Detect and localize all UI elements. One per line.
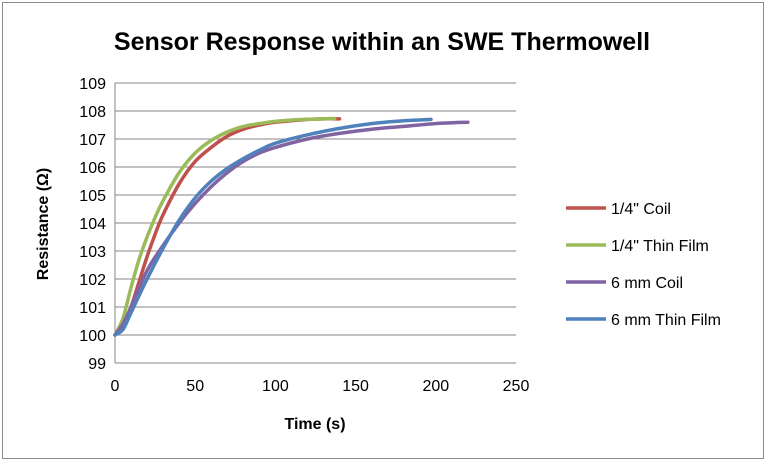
x-axis-title: Time (s) (284, 416, 345, 433)
legend-label-3: 6 mm Coil (611, 275, 683, 292)
x-tick-label-50: 50 (186, 378, 204, 395)
x-tick-label-150: 150 (342, 378, 369, 395)
y-tick-label-108: 108 (79, 104, 106, 121)
y-tick-label-101: 101 (79, 300, 106, 317)
y-tick-label-105: 105 (79, 188, 106, 205)
y-tick-label-100: 100 (79, 328, 106, 345)
x-tick-label-200: 200 (422, 378, 449, 395)
y-tick-label-102: 102 (79, 272, 106, 289)
y-tick-label-104: 104 (79, 216, 106, 233)
x-tick-label-100: 100 (262, 378, 289, 395)
y-tick-label-106: 106 (79, 160, 106, 177)
series-lines (113, 116, 470, 337)
x-tick-labels: 0 50 100 150 200 250 (111, 378, 530, 395)
axes (114, 83, 516, 364)
series-line-4 (113, 117, 433, 337)
legend: 1/4" Coil 1/4" Thin Film 6 mm Coil 6 mm Thi… (566, 201, 721, 329)
y-tick-labels: 99 100 101 102 103 104 105 106 107 108 109 (79, 76, 106, 373)
series-line-2 (113, 116, 337, 337)
y-tick-label-107: 107 (79, 132, 106, 149)
x-tick-label-250: 250 (503, 378, 530, 395)
legend-label-4: 6 mm Thin Film (611, 312, 721, 329)
legend-label-1: 1/4" Coil (611, 201, 671, 218)
chart-frame (2, 2, 764, 459)
series-line-1 (113, 117, 342, 337)
y-tick-label-103: 103 (79, 244, 106, 261)
y-tick-label-99: 99 (88, 356, 106, 373)
legend-label-2: 1/4" Thin Film (611, 238, 709, 255)
y-tick-label-109: 109 (79, 76, 106, 93)
chart-title: Sensor Response within an SWE Thermowell (114, 28, 650, 56)
y-axis-title: Resistance (Ω) (35, 168, 52, 280)
x-tick-label-0: 0 (111, 378, 120, 395)
gridlines (115, 82, 516, 336)
series-line-3 (113, 120, 470, 337)
